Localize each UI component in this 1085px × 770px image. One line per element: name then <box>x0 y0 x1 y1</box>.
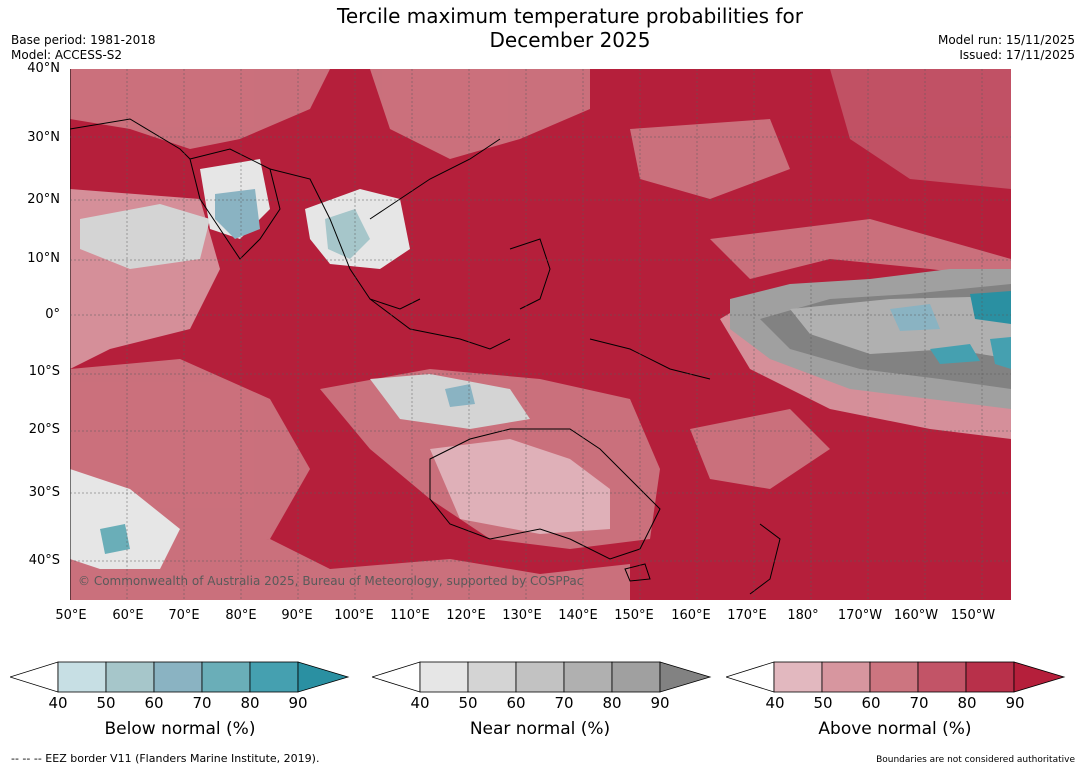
tick-label: 90 <box>288 694 308 712</box>
colorbar-swatch <box>563 661 613 693</box>
colorbar-below-label: Below normal (%) <box>104 719 256 739</box>
lon-label: 170°W <box>837 608 883 623</box>
tick-label: 70 <box>909 694 929 712</box>
lon-label: 170°E <box>727 608 767 623</box>
lat-label: 40°S <box>28 553 60 568</box>
tick-label: 60 <box>861 694 881 712</box>
tick-label: 50 <box>813 694 833 712</box>
model-text: Model: ACCESS-S2 <box>11 48 123 62</box>
colorbar-swatch <box>419 661 469 693</box>
above-normal-light-patches <box>70 69 1011 600</box>
lon-label: 90°E <box>281 608 313 623</box>
tick-label: 60 <box>144 694 164 712</box>
colorbar-below-normal-swatches <box>8 661 350 693</box>
colorbar-above-normal-swatches <box>724 661 1066 693</box>
tick-label: 90 <box>650 694 670 712</box>
eez-note: -- -- -- EEZ border V11 (Flanders Marine… <box>11 752 320 765</box>
colorbar-swatch <box>917 661 967 693</box>
tick-label: 40 <box>410 694 430 712</box>
lon-label: 140°E <box>558 608 598 623</box>
issued-text: Issued: 17/11/2025 <box>959 48 1075 62</box>
tick-label: 50 <box>96 694 116 712</box>
colorbar-swatch <box>105 661 155 693</box>
title-line1: Tercile maximum temperature probabilitie… <box>337 4 803 28</box>
probability-map: © Commonwealth of Australia 2025, Bureau… <box>70 69 1011 600</box>
lat-label: 30°N <box>27 130 60 145</box>
lon-label: 150°W <box>950 608 996 623</box>
model-run-text: Model run: 15/11/2025 <box>937 33 1075 47</box>
lat-label: 20°N <box>27 192 60 207</box>
lon-label: 150°E <box>614 608 654 623</box>
colorbar-above-normal <box>724 661 1066 697</box>
lat-label: 40°N <box>27 61 60 76</box>
meta-right: Model run: 15/11/2025 Issued: 17/11/2025 <box>938 33 1075 63</box>
colorbar-below-normal <box>8 661 350 697</box>
meta-left: Base period: 1981-2018 Model: ACCESS-S2 <box>11 33 156 63</box>
colorbar-swatch <box>821 661 871 693</box>
colorbar-tail-low <box>370 661 421 693</box>
colorbar-near-label: Near normal (%) <box>469 719 611 739</box>
lon-label: 120°E <box>446 608 486 623</box>
colorbar-near-normal <box>370 661 712 697</box>
map-canvas <box>70 69 1011 600</box>
colorbar-swatch <box>515 661 565 693</box>
title-line2: December 2025 <box>489 28 651 52</box>
colorbar-tail-high <box>1013 661 1066 693</box>
lon-label: 80°E <box>225 608 257 623</box>
lon-label: 100°E <box>334 608 374 623</box>
lon-label: 110°E <box>390 608 430 623</box>
tick-label: 80 <box>602 694 622 712</box>
colorbar-swatch <box>773 661 823 693</box>
lon-label: 180° <box>787 608 819 623</box>
map-title: Tercile maximum temperature probabilitie… <box>270 4 870 52</box>
coastlines <box>70 69 781 600</box>
colorbar-tail-low <box>724 661 775 693</box>
below-normal-areas <box>100 189 1011 554</box>
tick-label: 40 <box>765 694 785 712</box>
lon-label: 160°W <box>893 608 939 623</box>
lon-label: 130°E <box>502 608 542 623</box>
tick-label: 80 <box>240 694 260 712</box>
tick-label: 80 <box>957 694 977 712</box>
tick-label: 60 <box>506 694 526 712</box>
colorbar-swatch <box>249 661 299 693</box>
tick-label: 40 <box>48 694 68 712</box>
colorbar-tail-high <box>297 661 350 693</box>
colorbar-near-normal-swatches <box>370 661 712 693</box>
colorbar-swatch <box>201 661 251 693</box>
colorbar-swatch <box>611 661 661 693</box>
tick-label: 70 <box>554 694 574 712</box>
colorbar-tail-high <box>659 661 712 693</box>
lat-label: 10°N <box>27 251 60 266</box>
tick-label: 70 <box>192 694 212 712</box>
colorbar-swatch <box>57 661 107 693</box>
copyright-text: © Commonwealth of Australia 2025, Bureau… <box>78 574 584 588</box>
colorbar-above-label: Above normal (%) <box>818 719 972 739</box>
graticule <box>70 69 1011 600</box>
tick-label: 50 <box>458 694 478 712</box>
colorbar-swatch <box>965 661 1015 693</box>
lon-label: 160°E <box>671 608 711 623</box>
boundaries-note: Boundaries are not considered authoritat… <box>876 755 1075 765</box>
lat-label: 20°S <box>28 422 60 437</box>
colorbar-tail-low <box>8 661 59 693</box>
lat-label: 30°S <box>28 485 60 500</box>
colorbar-swatch <box>153 661 203 693</box>
lat-label: 10°S <box>28 364 60 379</box>
colorbar-swatch <box>869 661 919 693</box>
base-period-text: Base period: 1981-2018 <box>11 33 156 47</box>
lon-label: 50°E <box>55 608 87 623</box>
lon-label: 70°E <box>168 608 200 623</box>
lon-label: 60°E <box>112 608 144 623</box>
lat-label: 0° <box>45 307 60 322</box>
colorbar-swatch <box>467 661 517 693</box>
tick-label: 90 <box>1005 694 1025 712</box>
